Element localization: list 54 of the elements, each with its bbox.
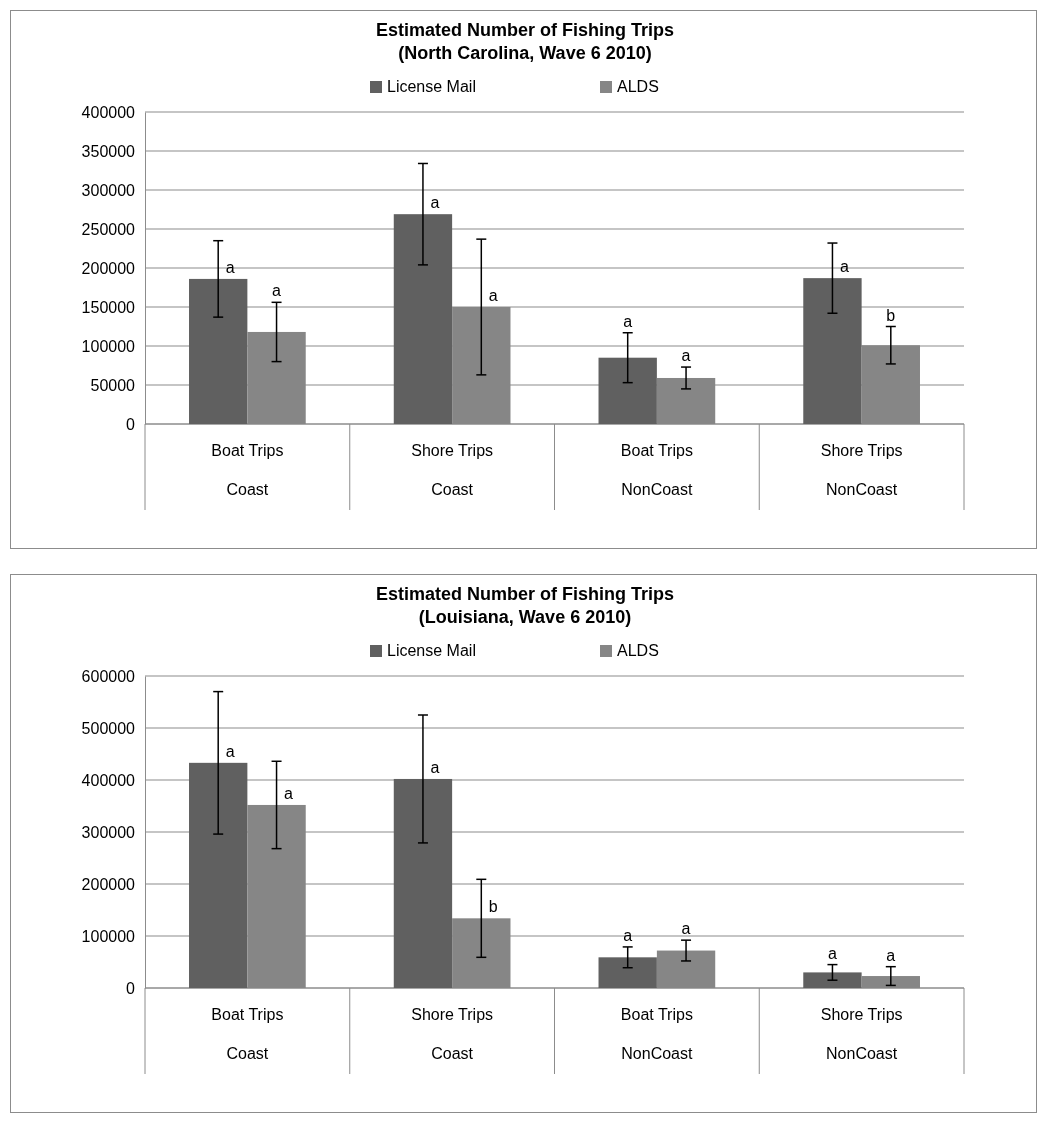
y-tick-label: 0 xyxy=(126,979,136,997)
chart-title: Estimated Number of Fishing Trips (Louisiana, Wave 6 2010) xyxy=(375,584,675,627)
data-label: b xyxy=(488,898,498,916)
y-tick-label: 100000 xyxy=(81,927,136,945)
bar xyxy=(393,214,453,424)
data-label: a xyxy=(886,946,896,964)
bar xyxy=(393,778,453,988)
y-tick-label: 100000 xyxy=(81,337,136,355)
category-label: Boat Trips Coast xyxy=(211,442,284,498)
y-tick-label: 400000 xyxy=(81,771,136,789)
category-label: Boat Trips NonCoast xyxy=(620,442,693,498)
bar xyxy=(189,278,248,424)
category-label: Shore Trips Coast xyxy=(411,442,494,498)
data-label: a xyxy=(272,282,282,300)
data-label: a xyxy=(623,926,633,944)
y-tick-label: 600000 xyxy=(81,667,136,685)
chart-title: Estimated Number of Fishing Trips (North Carolina, Wave 6 2010) xyxy=(375,20,675,63)
bar xyxy=(803,972,862,988)
data-label: a xyxy=(623,312,633,330)
category-label: Boat Trips Coast xyxy=(211,1006,284,1062)
data-label: a xyxy=(839,258,849,276)
data-label: a xyxy=(284,784,294,802)
category-label: Shore Trips NonCoast xyxy=(820,442,903,498)
y-tick-label: 350000 xyxy=(81,142,136,160)
legend-label: License Mail xyxy=(387,78,476,95)
data-label: a xyxy=(827,944,837,962)
y-tick-label: 500000 xyxy=(81,719,136,737)
y-tick-label: 300000 xyxy=(81,181,136,199)
bar xyxy=(803,278,862,424)
y-tick-label: 200000 xyxy=(81,875,136,893)
category-label: Shore Trips NonCoast xyxy=(820,1006,903,1062)
y-tick-label: 200000 xyxy=(81,259,136,277)
y-tick-label: 400000 xyxy=(81,103,136,121)
category-label: Shore Trips Coast xyxy=(411,1006,494,1062)
data-label: a xyxy=(681,347,691,365)
data-label: a xyxy=(430,758,440,776)
data-label: a xyxy=(225,742,235,760)
legend-label: License Mail xyxy=(387,642,476,659)
y-tick-label: 300000 xyxy=(81,823,136,841)
y-tick-label: 50000 xyxy=(90,376,136,394)
y-tick-label: 0 xyxy=(126,415,136,433)
data-label: a xyxy=(430,194,440,212)
data-label: a xyxy=(225,258,235,276)
bar xyxy=(189,762,248,988)
legend-label: ALDS xyxy=(617,642,659,659)
data-label: b xyxy=(886,306,896,324)
legend-label: ALDS xyxy=(617,78,659,95)
y-tick-label: 150000 xyxy=(81,298,136,316)
bar xyxy=(598,357,657,424)
data-label: a xyxy=(681,920,691,938)
data-label: a xyxy=(488,287,498,304)
y-tick-label: 250000 xyxy=(81,220,136,238)
bar xyxy=(598,957,657,988)
category-label: Boat Trips NonCoast xyxy=(620,1006,693,1062)
